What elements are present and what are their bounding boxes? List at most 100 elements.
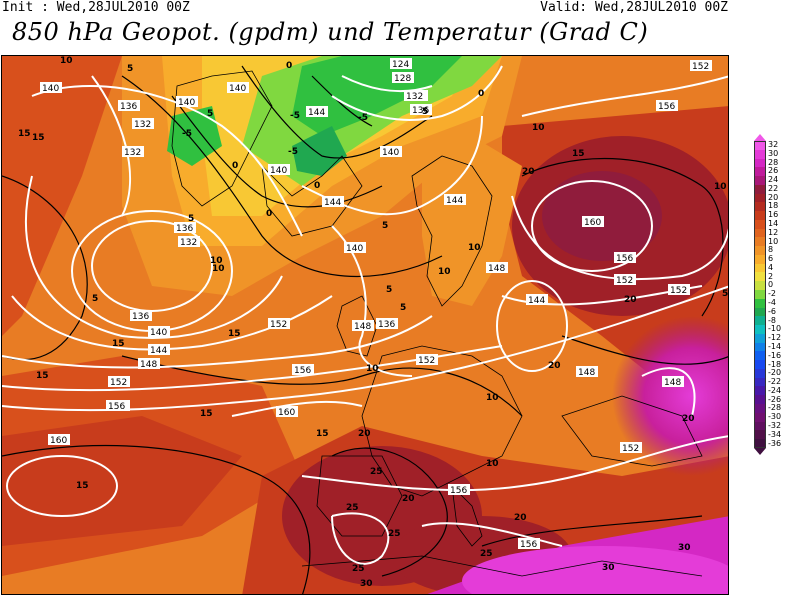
colorbar-segment bbox=[754, 219, 766, 229]
colorbar-segment bbox=[754, 298, 766, 308]
colorbar-segment bbox=[754, 439, 766, 448]
temp-label: 15 bbox=[76, 481, 89, 491]
isohypse-152-south bbox=[301, 435, 728, 492]
svg-text:140: 140 bbox=[270, 166, 287, 176]
coastline-italy bbox=[451, 484, 483, 547]
geo-label: 140 bbox=[40, 82, 62, 94]
colorbar-label: -12 bbox=[768, 333, 782, 343]
geo-label: 152 bbox=[614, 274, 636, 286]
svg-text:152: 152 bbox=[670, 286, 687, 296]
geo-label: 152 bbox=[416, 354, 438, 366]
temp-label: 25 bbox=[480, 549, 493, 559]
temp-label: 5 bbox=[92, 294, 98, 304]
svg-text:144: 144 bbox=[528, 296, 545, 306]
map-title: 850 hPa Geopot. (gpdm) und Temperatur (G… bbox=[12, 18, 649, 46]
svg-text:140: 140 bbox=[178, 98, 195, 108]
geo-label: 152 bbox=[268, 318, 290, 330]
colorbar-segment bbox=[754, 360, 766, 369]
temp-label: 15 bbox=[112, 339, 125, 349]
geo-label: 152 bbox=[690, 60, 712, 72]
geo-label: 152 bbox=[620, 442, 642, 454]
colorbar-segment bbox=[754, 176, 766, 185]
svg-text:156: 156 bbox=[108, 402, 125, 412]
temp-label: 5 bbox=[382, 221, 388, 231]
colorbar-label: 30 bbox=[768, 148, 779, 158]
svg-text:140: 140 bbox=[229, 84, 246, 94]
svg-text:136: 136 bbox=[176, 224, 193, 234]
isotherm-minus5-greenland bbox=[311, 75, 373, 127]
temp-label: 15 bbox=[32, 133, 45, 143]
svg-text:144: 144 bbox=[446, 196, 463, 206]
geo-label: 148 bbox=[138, 358, 160, 370]
geo-label: 156 bbox=[292, 364, 314, 376]
geo-label: 136 bbox=[376, 318, 398, 330]
colorbar-segment bbox=[754, 290, 766, 299]
temp-label: 0 bbox=[286, 61, 292, 71]
colorbar-label: -20 bbox=[768, 368, 782, 378]
svg-text:152: 152 bbox=[270, 320, 287, 330]
temp-label: 20 bbox=[358, 429, 371, 439]
svg-text:160: 160 bbox=[278, 408, 295, 418]
temp-label: -5 bbox=[358, 113, 368, 123]
temp-label: -5 bbox=[290, 111, 300, 121]
temp-label: 10 bbox=[486, 393, 499, 403]
isohypse-144-baltic bbox=[496, 280, 568, 372]
svg-text:132: 132 bbox=[180, 238, 197, 248]
temp-label: 10 bbox=[468, 243, 481, 253]
isohypse-156-russia bbox=[511, 195, 728, 281]
temp-label: 10 bbox=[486, 459, 499, 469]
geo-label: 144 bbox=[322, 196, 344, 208]
temp-label: 25 bbox=[388, 529, 401, 539]
temp-label: 25 bbox=[346, 503, 359, 513]
colorbar-label: -8 bbox=[768, 315, 776, 325]
temp-label: 0 bbox=[266, 209, 272, 219]
colorbar-segment bbox=[754, 149, 766, 159]
temp-label: 5 bbox=[386, 285, 392, 295]
temp-label: 20 bbox=[682, 414, 695, 424]
geo-label: 148 bbox=[486, 262, 508, 274]
svg-text:132: 132 bbox=[406, 92, 423, 102]
colorbar-segment bbox=[754, 167, 766, 177]
geo-label: 132 bbox=[122, 146, 144, 158]
colorbar-label: -4 bbox=[768, 298, 776, 308]
isohypse-140-north bbox=[31, 85, 303, 237]
colorbar-segment bbox=[754, 211, 766, 220]
temp-label: 0 bbox=[314, 181, 320, 191]
svg-text:140: 140 bbox=[42, 84, 59, 94]
colorbar-segment bbox=[754, 421, 766, 431]
colorbar-label: 18 bbox=[768, 201, 779, 211]
svg-text:144: 144 bbox=[308, 108, 325, 118]
valid-time: Valid: Wed,28JUL2010 00Z bbox=[540, 0, 728, 15]
isohypse-144 bbox=[11, 295, 333, 351]
colorbar-label: -36 bbox=[768, 438, 782, 448]
geo-label: 136 bbox=[130, 310, 152, 322]
temperature-isotherms bbox=[2, 65, 728, 594]
colorbar-label: -26 bbox=[768, 394, 782, 404]
colorbar-segment bbox=[754, 141, 766, 150]
temp-label: 15 bbox=[36, 371, 49, 381]
svg-text:136: 136 bbox=[120, 102, 137, 112]
colorbar-label: 24 bbox=[768, 175, 779, 185]
cold-pocket-greenland bbox=[292, 126, 347, 176]
isotherm-20-se bbox=[561, 335, 728, 365]
coastline-greenland-east bbox=[171, 70, 273, 207]
temp-label: 20 bbox=[548, 361, 561, 371]
temp-label: 5 bbox=[422, 107, 428, 117]
isohypse-152-iberia bbox=[331, 512, 390, 565]
colder-region-greenland bbox=[292, 56, 462, 136]
svg-text:140: 140 bbox=[382, 148, 399, 158]
temp-label: 10 bbox=[438, 267, 451, 277]
colorbar-segment bbox=[754, 184, 766, 194]
isohypse-160-mid bbox=[231, 400, 363, 417]
geo-label: 160 bbox=[48, 434, 70, 446]
geo-label: 144 bbox=[148, 344, 170, 356]
temp-label: 10 bbox=[60, 56, 73, 66]
colorbar-label: 16 bbox=[768, 210, 779, 220]
svg-text:140: 140 bbox=[150, 328, 167, 338]
svg-text:156: 156 bbox=[450, 486, 467, 496]
geo-label: 156 bbox=[518, 538, 540, 550]
svg-text:148: 148 bbox=[354, 322, 371, 332]
colorbar-segment bbox=[754, 386, 766, 396]
colorbar-segment bbox=[754, 254, 766, 264]
geo-label: 144 bbox=[526, 294, 548, 306]
